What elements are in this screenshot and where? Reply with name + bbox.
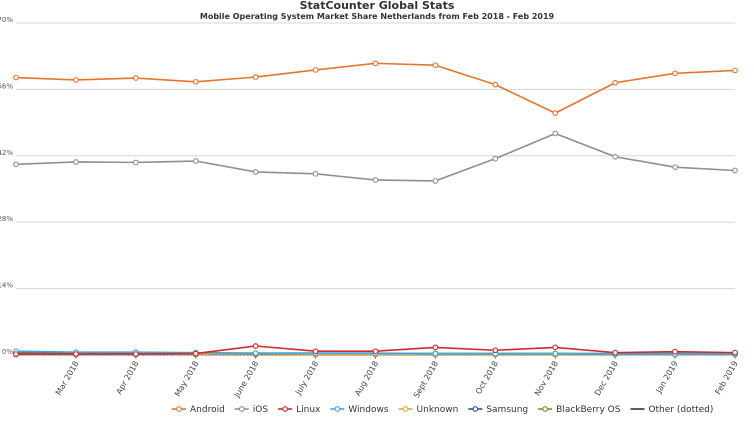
data-point-android[interactable] — [492, 81, 499, 88]
data-point-linux[interactable] — [492, 347, 499, 354]
data-point-linux[interactable] — [732, 349, 738, 356]
legend-label: iOS — [253, 405, 269, 415]
data-point-android[interactable] — [13, 74, 19, 81]
legend-item-ios[interactable]: iOS — [234, 405, 269, 415]
data-point-android[interactable] — [312, 67, 319, 73]
legend-item-android[interactable]: Android — [172, 405, 225, 415]
x-tick-label: Aug 2018 — [353, 360, 380, 398]
series-android — [13, 60, 738, 116]
data-point-android[interactable] — [132, 75, 139, 81]
data-point-ios[interactable] — [432, 178, 439, 184]
data-point-android[interactable] — [73, 77, 79, 83]
data-point-linux[interactable] — [192, 350, 199, 357]
series-group — [13, 60, 738, 358]
data-point-android[interactable] — [552, 110, 559, 116]
y-tick-label: 70% — [0, 16, 13, 24]
data-point-linux[interactable] — [132, 351, 139, 357]
data-point-android[interactable] — [672, 70, 678, 77]
series-ios — [13, 130, 738, 184]
x-tick-label: May 2018 — [173, 360, 201, 399]
data-point-linux[interactable] — [252, 343, 259, 349]
legend-label: Android — [190, 405, 225, 415]
data-point-windows[interactable] — [252, 350, 259, 356]
series-line-android — [15, 62, 736, 114]
data-point-ios[interactable] — [612, 153, 619, 160]
data-point-android[interactable] — [432, 62, 439, 69]
legend-marker — [176, 406, 182, 412]
x-tick-label: Mar 2018 — [54, 360, 81, 397]
legend[interactable]: Android iOS Linux Windows Unknown Samsung Blac… — [172, 405, 713, 415]
x-tick-label: Jan 2019 — [654, 360, 680, 396]
x-tick-label: Nov 2018 — [533, 360, 560, 398]
data-point-ios[interactable] — [73, 159, 79, 165]
legend-marker — [542, 406, 548, 412]
data-point-ios[interactable] — [552, 130, 559, 137]
legend-item-blackberry-os[interactable]: BlackBerry OS — [538, 405, 621, 415]
legend-marker — [282, 406, 288, 412]
x-tick-label: July 2018 — [293, 360, 320, 398]
legend-marker — [238, 406, 245, 412]
y-tick-label: 0% — [2, 348, 13, 356]
grid — [16, 22, 735, 356]
legend-label: Unknown — [417, 405, 459, 415]
x-tick-label: June 2018 — [232, 360, 260, 400]
y-tick-label: 56% — [0, 82, 13, 90]
data-point-ios[interactable] — [13, 161, 19, 168]
data-point-linux[interactable] — [73, 351, 79, 357]
legend-marker — [402, 406, 409, 412]
legend-label: BlackBerry OS — [556, 405, 621, 415]
data-point-ios[interactable] — [732, 167, 738, 174]
legend-item-linux[interactable]: Linux — [278, 405, 321, 415]
legend-item-unknown[interactable]: Unknown — [398, 405, 459, 415]
data-point-linux[interactable] — [672, 348, 678, 355]
data-point-android[interactable] — [192, 78, 199, 85]
data-point-windows[interactable] — [432, 350, 439, 357]
data-point-android[interactable] — [372, 60, 379, 67]
x-axis: Mar 2018 Apr 2018 May 2018 June 2018 July 20… — [54, 355, 740, 400]
data-point-linux[interactable] — [432, 344, 439, 351]
y-axis: 0% 14% 28% 42% 56% 70% — [0, 16, 13, 356]
data-point-linux[interactable] — [13, 351, 19, 357]
legend-label: Linux — [296, 405, 321, 415]
data-point-ios[interactable] — [252, 169, 259, 175]
data-point-ios[interactable] — [492, 155, 499, 162]
y-tick-label: 42% — [0, 149, 13, 157]
x-tick-label: Dec 2018 — [593, 360, 620, 398]
x-tick-label: Sept 2018 — [412, 360, 440, 400]
x-tick-label: Oct 2018 — [474, 360, 500, 396]
data-point-android[interactable] — [732, 67, 738, 74]
legend-label: Other (dotted) — [648, 405, 713, 415]
x-tick-label: Feb 2019 — [713, 360, 739, 397]
legend-item-other-dotted[interactable]: Other (dotted) — [630, 405, 713, 415]
series-linux — [13, 343, 738, 357]
legend-label: Samsung — [486, 405, 528, 415]
chart-subtitle: Mobile Operating System Market Share Net… — [200, 12, 555, 21]
data-point-android[interactable] — [252, 74, 259, 80]
data-point-windows[interactable] — [552, 350, 559, 357]
data-point-linux[interactable] — [612, 349, 619, 356]
chart-title: StatCounter Global Stats — [300, 0, 455, 12]
y-tick-label: 28% — [0, 215, 13, 223]
data-point-ios[interactable] — [672, 164, 678, 171]
legend-item-windows[interactable]: Windows — [330, 405, 389, 415]
data-point-ios[interactable] — [312, 170, 319, 177]
x-tick-label: Apr 2018 — [114, 360, 140, 396]
data-point-linux[interactable] — [552, 344, 559, 351]
data-point-ios[interactable] — [192, 158, 199, 164]
data-point-linux[interactable] — [312, 348, 319, 355]
data-point-ios[interactable] — [132, 159, 139, 166]
data-point-android[interactable] — [612, 79, 619, 86]
legend-item-samsung[interactable]: Samsung — [468, 405, 528, 415]
series-line-ios — [15, 132, 736, 182]
legend-marker — [472, 406, 479, 412]
legend-marker — [334, 406, 341, 412]
data-point-ios[interactable] — [372, 177, 379, 183]
legend-label: Windows — [348, 405, 388, 415]
y-tick-label: 14% — [0, 282, 13, 290]
data-point-linux[interactable] — [372, 348, 379, 355]
